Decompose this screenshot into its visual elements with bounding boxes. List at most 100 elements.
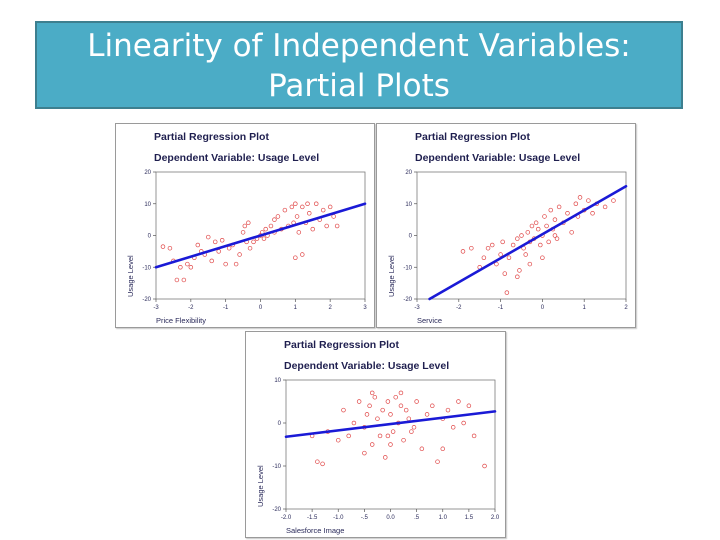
data-point — [544, 223, 549, 229]
data-point — [369, 390, 375, 396]
data-point — [362, 450, 367, 456]
y-tick-label: 20 — [405, 170, 412, 176]
data-point — [538, 242, 543, 248]
data-point — [313, 201, 319, 206]
plot-panel-salesforce-image: Partial Regression Plot Dependent Variabl… — [245, 331, 506, 538]
data-point — [209, 258, 214, 264]
data-point — [485, 245, 491, 251]
chart-subtitle: Dependent Variable: Usage Level — [284, 360, 449, 372]
data-point — [556, 204, 562, 210]
data-point — [481, 255, 487, 260]
x-tick-label: 0 — [541, 305, 545, 311]
y-axis-label: Usage Level — [256, 465, 265, 507]
chart-title: Partial Regression Plot — [284, 339, 399, 351]
data-point — [356, 399, 362, 404]
x-tick-label: -1.5 — [307, 515, 318, 521]
data-point — [380, 407, 385, 413]
data-point — [554, 236, 560, 241]
y-axis-label: Usage Level — [387, 255, 396, 297]
data-point — [242, 223, 248, 229]
y-tick-label: 0 — [148, 234, 152, 240]
data-point — [577, 195, 583, 200]
data-point — [517, 268, 522, 273]
data-point — [272, 217, 277, 222]
data-point — [489, 242, 495, 248]
data-point — [315, 459, 320, 464]
data-point — [195, 242, 201, 248]
y-tick-label: -20 — [142, 297, 151, 303]
data-point — [411, 425, 417, 430]
data-point — [498, 252, 503, 257]
y-tick-label: -10 — [403, 265, 412, 271]
data-point — [160, 244, 166, 249]
data-point — [546, 239, 551, 245]
data-point — [289, 204, 295, 210]
x-tick-label: 3 — [363, 305, 367, 311]
data-point — [388, 442, 393, 447]
data-point — [335, 437, 341, 443]
data-point — [565, 211, 570, 216]
data-point — [586, 198, 591, 203]
data-point — [515, 274, 520, 280]
data-point — [502, 271, 508, 276]
x-tick-label: 1 — [294, 305, 298, 311]
data-point — [246, 220, 251, 226]
x-tick-label: 1.5 — [465, 515, 474, 521]
data-point — [569, 230, 574, 235]
data-point — [527, 261, 533, 267]
data-point — [305, 201, 310, 206]
data-point — [500, 239, 505, 245]
y-tick-label: -10 — [272, 464, 281, 470]
data-point — [310, 226, 316, 232]
data-point — [573, 201, 579, 206]
data-point — [377, 433, 383, 439]
data-point — [261, 236, 267, 241]
x-tick-label: -3 — [153, 305, 159, 311]
data-point — [233, 261, 239, 267]
data-point — [548, 207, 554, 213]
data-point — [533, 220, 539, 226]
data-point — [174, 277, 180, 283]
data-point — [535, 226, 541, 232]
data-point — [178, 265, 183, 270]
data-point — [275, 214, 281, 219]
y-tick-label: 10 — [274, 378, 281, 384]
data-point — [383, 455, 388, 460]
data-point — [268, 223, 274, 229]
data-point — [341, 407, 346, 413]
data-point — [251, 239, 256, 245]
x-tick-label: .5 — [414, 515, 420, 521]
x-tick-label: -1 — [223, 305, 229, 311]
data-point — [307, 211, 312, 216]
x-tick-label: 2 — [328, 305, 332, 311]
data-point — [393, 394, 398, 400]
x-tick-label: 1 — [583, 305, 587, 311]
y-tick-label: 0 — [409, 234, 413, 240]
data-point — [424, 412, 430, 417]
data-point — [212, 239, 218, 245]
data-point — [223, 261, 228, 267]
chart-service: Partial Regression Plot Dependent Variabl… — [387, 131, 628, 325]
chart-title: Partial Regression Plot — [154, 131, 269, 143]
data-point — [460, 249, 466, 254]
data-point — [430, 403, 435, 409]
data-point — [247, 245, 253, 251]
data-point — [296, 230, 302, 235]
plot-panel-service: Partial Regression Plot Dependent Variabl… — [376, 123, 636, 328]
data-point — [440, 446, 446, 452]
data-point — [409, 429, 414, 434]
y-tick-label: 10 — [144, 202, 151, 208]
data-point — [282, 207, 288, 213]
data-point — [324, 223, 329, 229]
data-point — [494, 261, 499, 267]
x-tick-label: -1 — [498, 305, 504, 311]
x-tick-label: 1.0 — [439, 515, 448, 521]
data-point — [320, 207, 326, 213]
y-tick-label: -20 — [403, 297, 412, 303]
y-tick-label: -10 — [142, 265, 151, 271]
x-axis-label: Salesforce Image — [286, 526, 344, 535]
data-point — [240, 230, 246, 235]
data-point — [320, 461, 325, 467]
data-point — [334, 223, 340, 229]
x-axis-label: Service — [417, 316, 442, 325]
